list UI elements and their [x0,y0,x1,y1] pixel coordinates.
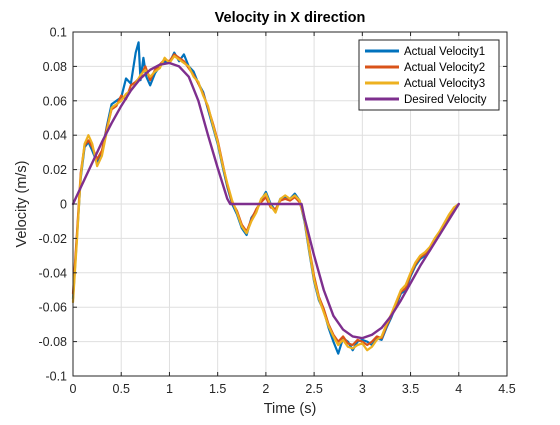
series-lines [71,41,460,355]
x-tick-label: 0 [70,382,77,396]
tick-marks [72,31,508,377]
y-axis-label: Velocity (m/s) [14,160,30,247]
x-tick-label: 4.5 [498,382,515,396]
grid-lines [72,31,508,377]
x-tick-label: 3.5 [402,382,419,396]
y-tick-labels: -0.1 -0.08 -0.06 -0.04 -0.02 0 0.02 0.04 0.06 0.0… [39,26,68,384]
x-axis-label: Time (s) [264,401,317,417]
legend-entry-1: Actual Velocity1 [404,46,485,58]
legend-entry-4: Desired Velocity [404,94,487,106]
y-tick-label: 0.08 [43,60,67,74]
x-tick-label: 0.5 [113,382,130,396]
legend: Actual Velocity1 Actual Velocity2 Actual V… [358,39,500,111]
y-tick-label: -0.02 [39,232,68,246]
legend-entry-2: Actual Velocity2 [404,62,485,74]
y-tick-label: 0.02 [43,163,67,177]
x-tick-label: 2.5 [305,382,322,396]
legend-entry-3: Actual Velocity3 [404,78,485,90]
x-tick-labels: 0 0.5 1 1.5 2 2.5 3 3.5 4 4.5 [70,382,516,396]
y-tick-label: 0.1 [50,26,67,40]
chart-title: Velocity in X direction [215,10,366,26]
y-tick-label: -0.1 [45,370,67,384]
y-tick-label: -0.08 [39,335,68,349]
x-tick-label: 1.5 [209,382,226,396]
y-tick-label: -0.04 [39,266,68,280]
y-tick-label: 0.06 [43,94,67,108]
y-tick-label: 0.04 [43,129,67,143]
x-tick-label: 4 [455,382,462,396]
series-line-4 [71,61,460,340]
x-tick-label: 1 [166,382,173,396]
x-tick-label: 2 [262,382,269,396]
x-tick-label: 3 [359,382,366,396]
y-tick-label: 0 [60,198,67,212]
y-tick-label: -0.06 [39,301,68,315]
